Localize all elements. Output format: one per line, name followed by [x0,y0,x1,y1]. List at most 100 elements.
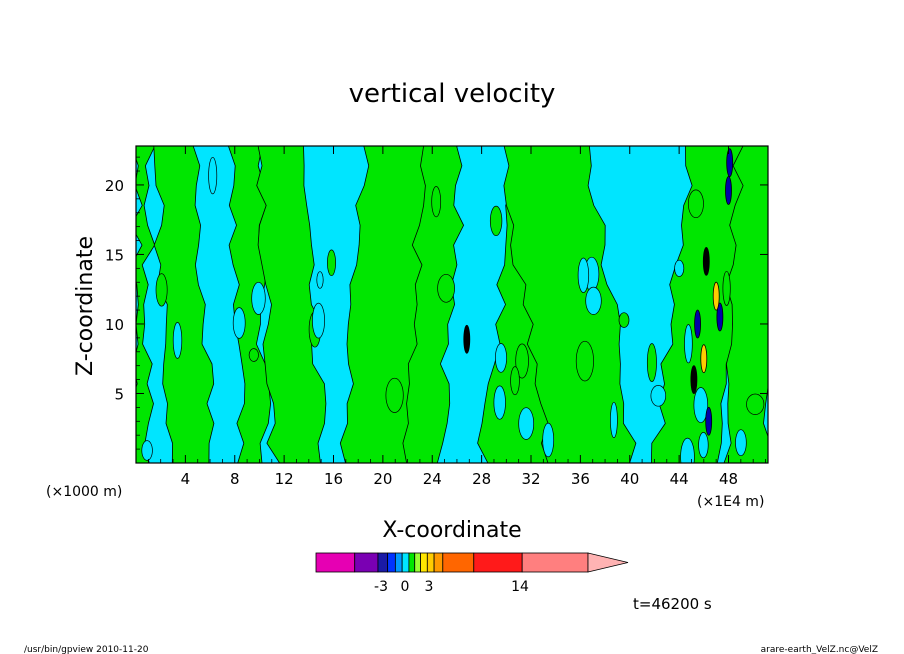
contour-island [489,205,503,237]
colorbar-segment [401,552,410,573]
colorbar-segment [315,552,356,573]
x-tick-label: 12 [275,470,294,488]
contour-island [687,189,704,219]
contour-island [312,302,325,339]
contour-island [493,385,506,420]
contour-island [385,377,404,413]
contour-island [585,286,602,315]
contour-spot [712,281,720,311]
x-tick-label: 20 [373,470,392,488]
x-scale-note: (×1000 m) [46,484,122,500]
footer-right: arare-earth_VelZ.nc@VelZ [761,645,878,654]
colorbar-label: 3 [425,579,434,595]
colorbar-segment [387,552,396,573]
x-tick-label: 48 [719,470,738,488]
contour-island [722,270,731,306]
contour-band [402,146,465,463]
x-axis: 4 8 12 16 20 24 28 32 36 40 44 48 [147,146,766,488]
x-tick-label: 40 [620,470,639,488]
contour-island [155,273,168,307]
y-axis: 5 10 15 20 [105,156,768,450]
colorbar-segment [377,552,389,573]
x-tick-label: 8 [230,470,240,488]
contour-band [503,146,637,463]
colorbar-segment [426,552,435,573]
colorbar-segment [473,552,523,573]
contour-island [746,393,765,415]
colorbar-labels: -3 0 3 14 [374,579,529,595]
contour-island [248,348,259,362]
contour-island [208,156,218,195]
contour-island [437,273,455,303]
y-tick-label: 10 [105,316,124,334]
plot-area [135,145,769,464]
contour-island [680,437,695,463]
contour-island [431,186,442,218]
y-axis-label: Z-coordinate [73,236,98,376]
contour-island [698,432,709,459]
x-unit-note: (×1E4 m) [697,494,764,510]
contour-island [684,324,693,364]
plot-frame [135,145,769,464]
contour-band [256,146,327,463]
contour-band [153,146,215,463]
contour-island [575,340,594,382]
contour-island [610,401,618,439]
colorbar-segment [521,552,589,573]
contour-island [251,281,266,315]
y-tick-label: 15 [105,246,124,264]
colorbar-segment [414,552,421,573]
contour-spots [463,148,734,436]
colorbar-segment [433,552,444,573]
colorbar-label: -3 [374,579,388,595]
contour-bands [136,146,768,463]
contour-spot [716,302,724,332]
contour-island [515,343,529,379]
contour-spot [702,246,710,276]
x-tick-label: 32 [521,470,540,488]
contour-island [510,366,520,396]
colorbar-segment [394,552,403,573]
contour-island [646,343,657,383]
contour-island [735,429,747,457]
contour-island [674,259,685,277]
contour-island [172,322,183,359]
contour-band [723,146,768,463]
contour-spot [463,324,471,354]
contour-island [327,249,336,277]
contour-spot [700,344,708,374]
contour-spot [725,176,732,205]
colorbar-label: 14 [511,579,529,595]
contour-island [650,385,667,407]
contour-band [650,146,752,463]
colorbar-segment [420,552,428,573]
time-label: t=46200 s [633,595,712,613]
y-tick-label: 20 [105,177,124,195]
colorbar-segment [442,552,475,573]
contour-island [495,343,507,373]
contour-island [693,387,709,424]
contour-island [232,307,246,339]
contour-spot [690,365,698,395]
colorbar-arrow [587,552,629,573]
contour-island [542,422,555,458]
colorbar-segment [354,552,379,573]
contour-island [618,312,630,328]
x-axis-label: X-coordinate [382,518,521,543]
x-tick-label: 36 [571,470,590,488]
colorbar-label: 0 [401,579,410,595]
chart-title: vertical velocity [349,79,556,109]
x-tick-label: 4 [181,470,191,488]
x-tick-label: 28 [472,470,491,488]
contour-island [316,271,324,289]
contour-island [577,257,590,293]
x-tick-label: 44 [670,470,689,488]
contour-island [141,440,153,461]
colorbar-segment [408,552,416,573]
x-tick-label: 24 [423,470,442,488]
y-tick-label: 5 [114,385,124,403]
x-tick-label: 16 [324,470,343,488]
contour-island [518,407,535,440]
colorbar [315,552,629,573]
